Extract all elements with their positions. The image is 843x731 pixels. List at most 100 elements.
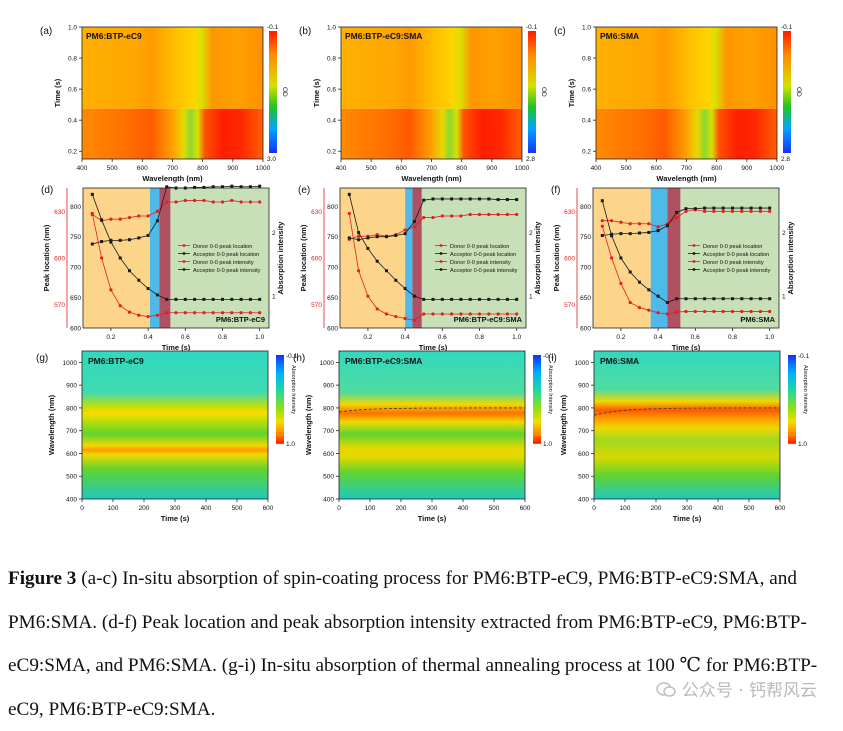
data-point [211,297,215,301]
data-point [239,200,243,204]
data-point [468,212,472,217]
data-point [202,311,206,315]
data-point [431,297,435,301]
heatmap-title: PM6:BTP-eC9 [86,31,142,41]
data-point [731,206,734,210]
y-tick-label: 1.0 [68,25,77,32]
caption-text: (a-c) In-situ absorption of spin-coating… [8,568,818,720]
x-tick-label: 800 [197,165,208,172]
x-tick-label: 700 [681,165,692,172]
black-tick-label: 800 [580,204,591,211]
x-tick-label: 200 [651,505,662,512]
y-tick-label: 0.8 [68,56,77,63]
y-tick-label: 1000 [320,360,335,367]
y-tick-label: 900 [323,383,334,390]
legend-entry: Donor 0-0 peak intensity [703,260,764,266]
data-point [220,311,225,315]
colorbar-bottom: 3.0 [267,156,276,163]
legend-marker [182,268,186,271]
phase-region [83,188,150,328]
phase-region [421,188,526,328]
x-tick-label: 400 [713,505,724,512]
data-point [440,297,444,301]
x-axis-label: Wavelength (nm) [656,174,717,183]
data-point [165,311,169,315]
data-point [109,217,113,221]
data-point [684,207,688,211]
anneal-title: PM6:BTP-eC9 [88,356,144,366]
data-point [749,297,753,301]
right-tick-label: 2 [529,230,533,237]
data-point [740,209,744,213]
x-tick-label: 0.2 [363,334,372,341]
x-axis-label: Time (s) [673,514,702,523]
black-tick-label: 700 [580,265,591,272]
panel-label: (d) [41,185,53,196]
data-point [610,234,614,238]
x-tick-label: 500 [107,165,118,172]
data-point [221,185,224,189]
data-point [628,300,632,305]
data-point [721,209,725,213]
data-point [183,311,187,315]
phase-region [149,188,160,328]
anneal-title: PM6:BTP-eC9:SMA [345,356,422,366]
x-tick-label: 400 [336,165,347,172]
data-point [100,218,104,222]
data-point [440,214,444,218]
data-point [384,312,389,316]
black-tick-label: 650 [327,295,338,302]
data-point [712,297,716,301]
x-tick-label: 0.2 [616,334,625,341]
data-point [193,311,197,315]
data-point [758,206,762,210]
data-point [357,269,361,273]
watermark: 公众号 · 钙帮风云 [656,676,817,701]
x-tick-label: 500 [232,505,243,512]
x-tick-label: 0.2 [106,334,115,341]
data-point [730,309,735,314]
data-point [600,233,604,237]
data-point [118,256,122,260]
x-tick-label: 100 [108,505,119,512]
data-point [357,231,361,235]
data-point [468,197,472,201]
heatmap-panel-1: (b) PM6:BTP-eC9:SMA -0.1 2.8 OD 400 500 600 700 8… [299,24,547,183]
y-tick-label: 0.8 [327,56,336,63]
data-point [403,232,407,236]
legend-entry: Acceptor 0-0 peak intensity [193,268,261,274]
data-point [422,297,426,301]
data-point [450,214,454,218]
data-point [109,240,113,244]
data-point [403,228,407,232]
data-point [600,224,604,228]
data-point [712,309,716,314]
colorbar-top: -0.1 [798,353,810,360]
peak-location-plots: (d) Donor 0-0 peak location Acceptor 0-0 p… [41,184,795,352]
data-point [656,225,660,229]
y-tick-label: 1000 [63,360,78,367]
data-point [477,312,482,316]
data-point [90,242,94,246]
data-point [211,311,215,315]
data-point [357,238,361,242]
colorbar-bottom: 1.0 [286,441,295,448]
data-point [515,212,519,217]
data-point [375,259,379,263]
data-point [440,312,444,316]
data-point [220,200,225,204]
x-tick-label: 200 [396,505,407,512]
panel-label: (a) [40,26,52,37]
data-point [357,234,361,238]
panel-label: (e) [298,185,310,196]
black-tick-label: 700 [70,265,81,272]
x-axis-label: Time (s) [419,343,448,352]
data-point [693,297,697,301]
line-panel-1: (e) Donor 0-0 peak location Acceptor 0-0 p… [298,185,542,352]
data-point [366,294,370,298]
panel-label: (f) [551,185,560,196]
colorbar-label: OD [540,87,547,97]
data-point [712,209,716,213]
x-tick-label: 600 [520,505,531,512]
x-tick-label: 400 [591,165,602,172]
